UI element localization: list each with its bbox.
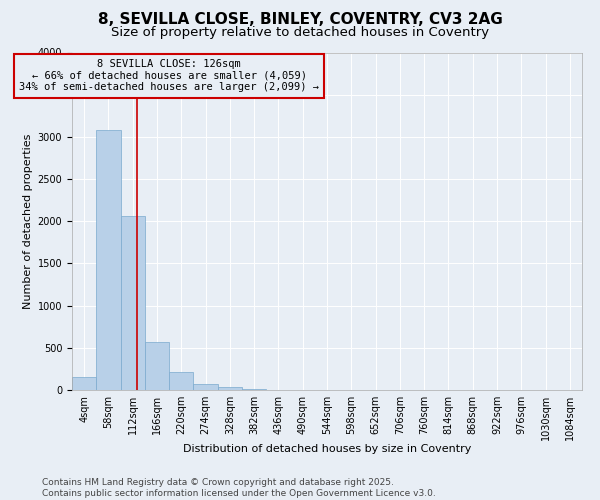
X-axis label: Distribution of detached houses by size in Coventry: Distribution of detached houses by size … (183, 444, 471, 454)
Y-axis label: Number of detached properties: Number of detached properties (23, 134, 34, 309)
Text: 8 SEVILLA CLOSE: 126sqm
← 66% of detached houses are smaller (4,059)
34% of semi: 8 SEVILLA CLOSE: 126sqm ← 66% of detache… (19, 59, 319, 92)
Text: Size of property relative to detached houses in Coventry: Size of property relative to detached ho… (111, 26, 489, 39)
Bar (72, 378, 96, 390)
Bar (121, 216, 145, 390)
Bar (169, 372, 193, 390)
Text: 8, SEVILLA CLOSE, BINLEY, COVENTRY, CV3 2AG: 8, SEVILLA CLOSE, BINLEY, COVENTRY, CV3 … (98, 12, 502, 28)
Text: Contains HM Land Registry data © Crown copyright and database right 2025.
Contai: Contains HM Land Registry data © Crown c… (42, 478, 436, 498)
Bar (193, 384, 218, 390)
Bar (145, 342, 169, 390)
Bar (218, 388, 242, 390)
Bar (242, 389, 266, 390)
Bar (96, 130, 121, 390)
